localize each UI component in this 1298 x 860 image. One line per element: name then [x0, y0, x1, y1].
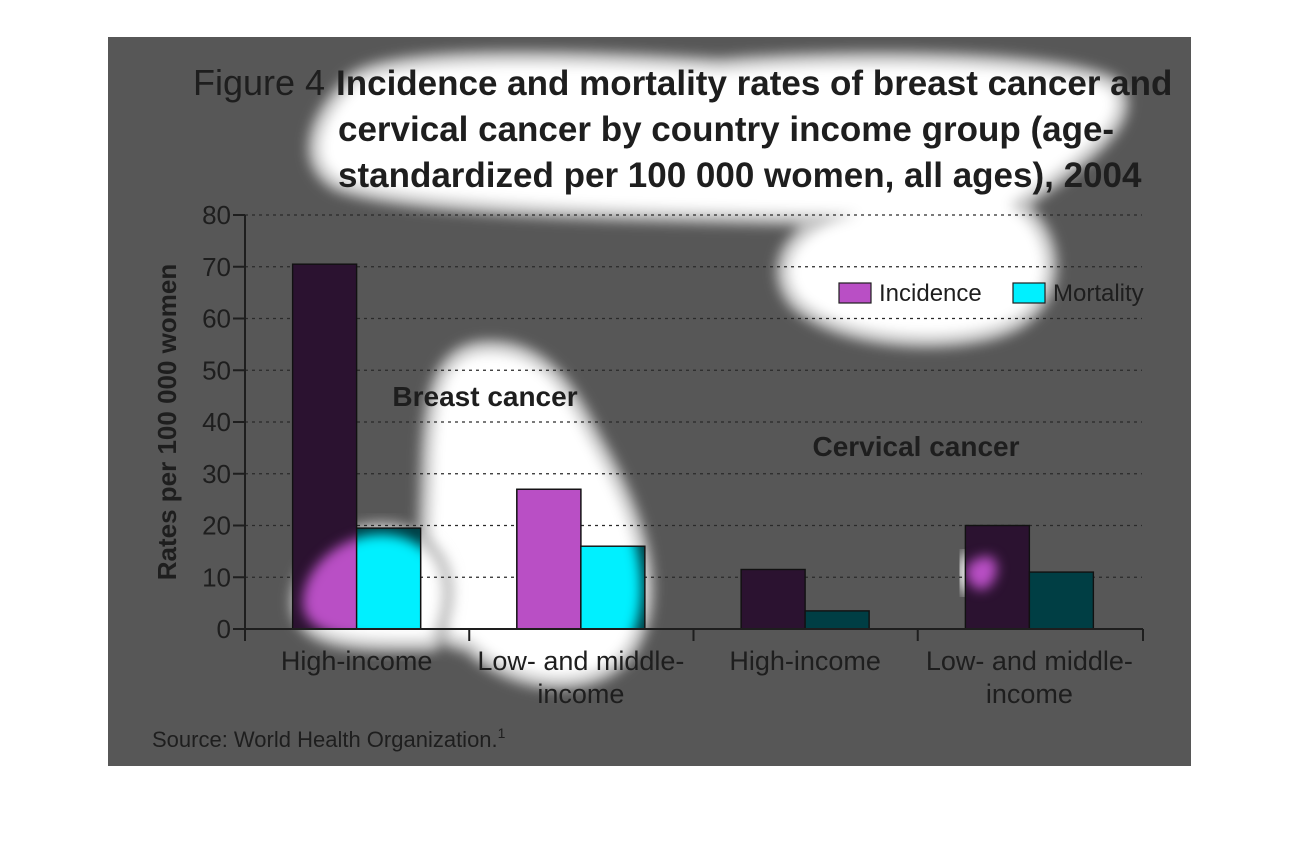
- source-superscript: 1: [498, 725, 506, 741]
- figure-label: Figure 4: [193, 62, 325, 103]
- y-tick-label: 50: [202, 355, 231, 385]
- bar-lit-mortality-3: [1028, 571, 1095, 630]
- y-tick-label: 30: [202, 459, 231, 489]
- legend-swatch-incidence: [838, 282, 872, 304]
- y-tick-label: 20: [202, 511, 231, 541]
- legend-swatch-mortality: [1012, 282, 1046, 304]
- bar-lit-mortality-0: [355, 527, 422, 630]
- y-tick-label: 80: [202, 200, 231, 230]
- chart-title-line-2: cervical cancer by country income group …: [338, 110, 1114, 149]
- y-axis-label: Rates per 100 000 women: [152, 264, 182, 581]
- source-text: Source: World Health Organization.: [152, 727, 498, 752]
- y-tick-label: 70: [202, 252, 231, 282]
- legend: Incidence Mortality: [838, 280, 1144, 307]
- axes: 0 10 20 30 40 50 60 70 80: [202, 200, 1144, 644]
- highlight-blob-1: [319, 62, 1117, 336]
- chart-title-line-3: standardized per 100 000 women, all ages…: [338, 156, 1142, 195]
- category-label-1-line-0: Low- and middle-: [477, 646, 684, 676]
- category-label-3-line-0: Low- and middle-: [926, 646, 1133, 676]
- bar-lit-incidence-2: [740, 568, 806, 630]
- category-label-2-line-0: High-income: [729, 646, 881, 676]
- category-label-1-line-1: income: [537, 679, 624, 709]
- y-tick-label: 40: [202, 407, 231, 437]
- bar-lit-incidence-3: [964, 524, 1031, 630]
- bar-lit-mortality-1: [580, 545, 646, 630]
- category-label-0-line-0: High-income: [281, 646, 433, 676]
- bar-lit-incidence-0: [291, 263, 358, 630]
- legend-label-mortality: Mortality: [1053, 280, 1144, 307]
- category-labels: High-income Low- and middle-income High-in…: [281, 646, 1133, 709]
- group-label-breast-cancer: Breast cancer: [392, 381, 577, 412]
- bars-highlighted: [291, 263, 1095, 630]
- gridlines: [245, 214, 1142, 578]
- y-tick-label: 10: [202, 562, 231, 592]
- chart-title-line-1: Incidence and mortality rates of breast …: [336, 64, 1172, 103]
- source-note: Source: World Health Organization.1: [152, 725, 506, 752]
- category-label-3-line-1: income: [986, 679, 1073, 709]
- bar-lit-mortality-2: [804, 610, 870, 630]
- y-tick-label: 60: [202, 304, 231, 334]
- legend-label-incidence: Incidence: [879, 280, 982, 307]
- y-tick-label: 0: [217, 614, 231, 644]
- group-label-cervical-cancer: Cervical cancer: [812, 431, 1019, 462]
- bar-lit-incidence-1: [516, 488, 582, 630]
